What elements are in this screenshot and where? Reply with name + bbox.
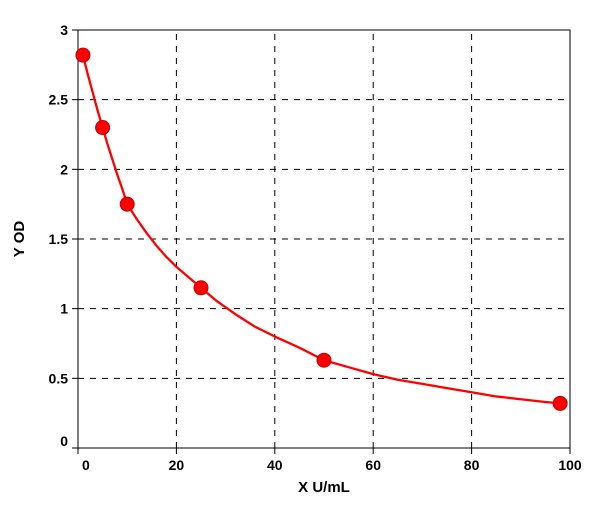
data-point (120, 197, 134, 211)
x-tick-label: 60 (365, 457, 381, 473)
y-tick-label: 2.5 (49, 92, 69, 108)
data-point (194, 281, 208, 295)
chart-background (0, 0, 600, 516)
x-tick-label: 0 (82, 457, 90, 473)
data-point (76, 48, 90, 62)
data-point (317, 353, 331, 367)
chart-container: 0 20 40 60 80 100 0 0.5 1 1.5 2 2.5 3 X U/mL Y OD (0, 0, 600, 516)
data-point (553, 396, 567, 410)
y-tick-label: 1.5 (49, 231, 69, 247)
x-axis-label: X U/mL (298, 479, 350, 496)
x-tick-label: 80 (464, 457, 480, 473)
y-tick-label: 3 (60, 22, 68, 38)
y-axis-label: Y OD (11, 221, 28, 258)
x-tick-label: 20 (169, 457, 185, 473)
y-tick-label: 0 (60, 433, 68, 449)
x-tick-label: 40 (267, 457, 283, 473)
y-tick-label: 1 (60, 301, 68, 317)
y-tick-label: 0.5 (49, 370, 69, 386)
x-tick-label: 100 (558, 457, 582, 473)
data-point (96, 121, 110, 135)
y-tick-label: 2 (60, 161, 68, 177)
